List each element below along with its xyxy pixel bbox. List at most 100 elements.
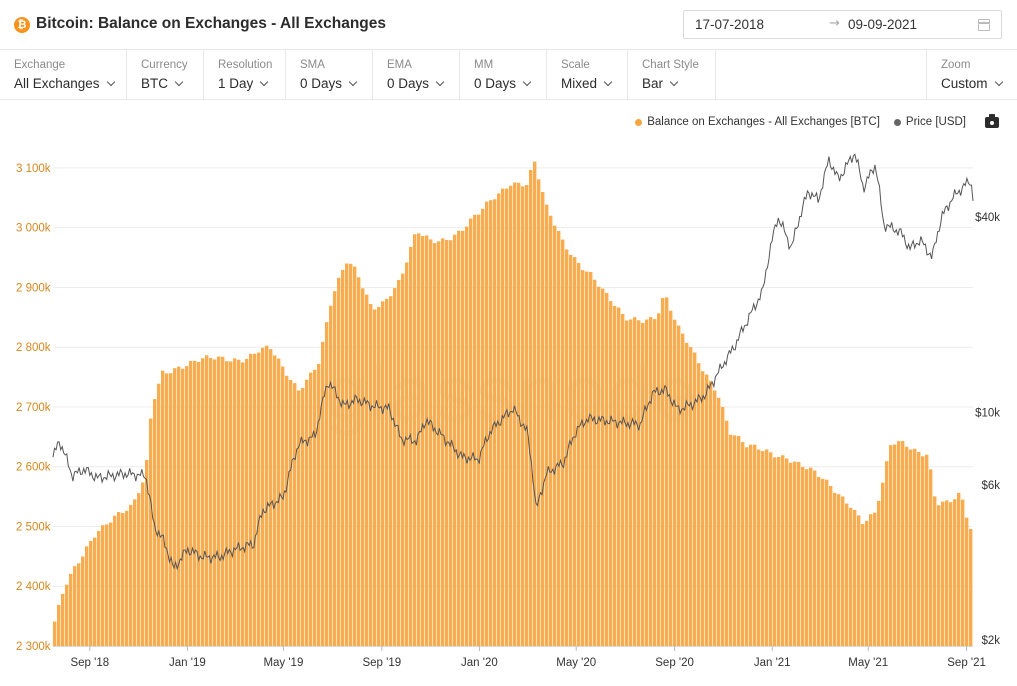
chart-style-dropdown[interactable]: Chart Style Bar: [628, 50, 716, 100]
balance-bar: [245, 359, 249, 646]
balance-bar: [305, 379, 309, 646]
balance-bar: [821, 478, 825, 646]
balance-bar: [653, 319, 657, 646]
balance-bar: [297, 390, 301, 646]
bitcoin-icon: ₿: [14, 17, 30, 33]
balance-bar: [657, 313, 661, 646]
date-end-input[interactable]: 09-09-2021: [848, 17, 918, 32]
chart-style-label: Chart Style: [642, 59, 699, 71]
balance-bar: [649, 317, 653, 646]
x-tick-label: Jan '19: [169, 657, 206, 669]
y-right-tick-label: $40k: [975, 212, 1000, 224]
balance-bar: [125, 510, 129, 646]
balance-bar: [97, 530, 101, 646]
date-range-picker[interactable]: 17-07-2018 → 09-09-2021: [683, 10, 1002, 39]
balance-bar: [489, 200, 493, 647]
calendar-icon[interactable]: [978, 19, 990, 31]
exchange-dropdown[interactable]: Exchange All Exchanges: [0, 50, 127, 100]
balance-bar: [93, 537, 97, 646]
balance-bar: [925, 454, 929, 646]
balance-bar: [433, 243, 437, 646]
balance-bar: [85, 546, 89, 646]
balance-bar: [849, 507, 853, 646]
balance-bar: [201, 358, 205, 646]
balance-bar: [589, 271, 593, 646]
ema-label: EMA: [387, 59, 412, 71]
zoom-dropdown[interactable]: Zoom Custom: [926, 50, 1017, 100]
balance-bar: [469, 218, 473, 646]
balance-bar: [441, 238, 445, 647]
y-left-tick-label: 2 500k: [16, 521, 51, 533]
balance-bar: [521, 186, 525, 646]
scale-dropdown[interactable]: Scale Mixed: [547, 50, 628, 100]
balance-bar: [141, 482, 145, 646]
balance-bar: [549, 215, 553, 646]
balance-bar: [377, 306, 381, 646]
balance-bar: [405, 262, 409, 646]
balance-bar: [785, 458, 789, 646]
balance-bar: [465, 226, 469, 646]
legend-item-price[interactable]: Price [USD]: [893, 116, 966, 128]
balance-bar: [545, 204, 549, 647]
zoom-label: Zoom: [941, 59, 971, 71]
balance-bar: [237, 359, 241, 646]
balance-bar: [945, 500, 949, 646]
balance-bar: [105, 524, 109, 646]
y-right-tick-label: $6k: [981, 480, 1000, 492]
balance-bar: [805, 469, 809, 646]
balance-bar: [877, 500, 881, 646]
legend-item-balance[interactable]: Balance on Exchanges - All Exchanges [BT…: [635, 116, 880, 128]
exchange-label: Exchange: [14, 59, 66, 71]
balance-bar: [293, 383, 297, 646]
resolution-dropdown[interactable]: Resolution 1 Day: [204, 50, 286, 100]
balance-bar: [253, 353, 257, 646]
balance-bar: [693, 352, 697, 646]
balance-bar: [317, 363, 321, 646]
balance-bar: [573, 257, 577, 646]
scale-label: Scale: [561, 59, 590, 71]
balance-bar: [497, 193, 501, 646]
balance-bar: [745, 447, 749, 646]
resolution-label: Resolution: [218, 59, 273, 71]
balance-bar: [129, 504, 133, 646]
x-tick-label: May '19: [263, 657, 303, 669]
legend-label: Balance on Exchanges - All Exchanges [BT…: [647, 116, 880, 128]
y-left-tick-label: 2 400k: [16, 581, 51, 593]
sma-dropdown[interactable]: SMA 0 Days: [286, 50, 373, 100]
balance-bar: [321, 341, 325, 646]
balance-bar: [273, 355, 277, 646]
balance-bar: [717, 397, 721, 646]
exchange-value: All Exchanges: [14, 76, 115, 91]
camera-icon[interactable]: [985, 114, 999, 128]
balance-bar: [905, 446, 909, 646]
balance-bar: [421, 236, 425, 646]
balance-bar: [509, 185, 513, 646]
balance-bar: [753, 444, 757, 646]
balance-bar: [809, 467, 813, 646]
ema-dropdown[interactable]: EMA 0 Days: [373, 50, 460, 100]
balance-bar: [725, 420, 729, 646]
balance-bar: [673, 319, 677, 646]
balance-bar: [729, 434, 733, 646]
balance-bar: [641, 322, 645, 646]
legend-label: Price [USD]: [905, 116, 966, 128]
x-tick-label: Sep '20: [655, 657, 694, 669]
balance-bar: [737, 435, 741, 646]
balance-bar: [249, 353, 253, 646]
balance-bar: [893, 444, 897, 646]
balance-bar: [501, 188, 505, 647]
balance-bar: [949, 502, 953, 646]
mm-dropdown[interactable]: MM 0 Days: [460, 50, 547, 100]
currency-dropdown[interactable]: Currency BTC: [127, 50, 204, 100]
balance-bar: [525, 184, 529, 647]
sma-value: 0 Days: [300, 76, 358, 91]
balance-bar: [61, 593, 65, 646]
balance-bar: [953, 499, 957, 646]
balance-bar: [65, 584, 69, 646]
page-title: Bitcoin: Balance on Exchanges - All Exch…: [36, 15, 386, 32]
controls-bar: Exchange All Exchanges Currency BTC Resoluti…: [0, 50, 1017, 100]
balance-bar: [929, 469, 933, 646]
date-start-input[interactable]: 17-07-2018: [695, 17, 765, 32]
y-left-tick-label: 3 000k: [16, 223, 51, 235]
